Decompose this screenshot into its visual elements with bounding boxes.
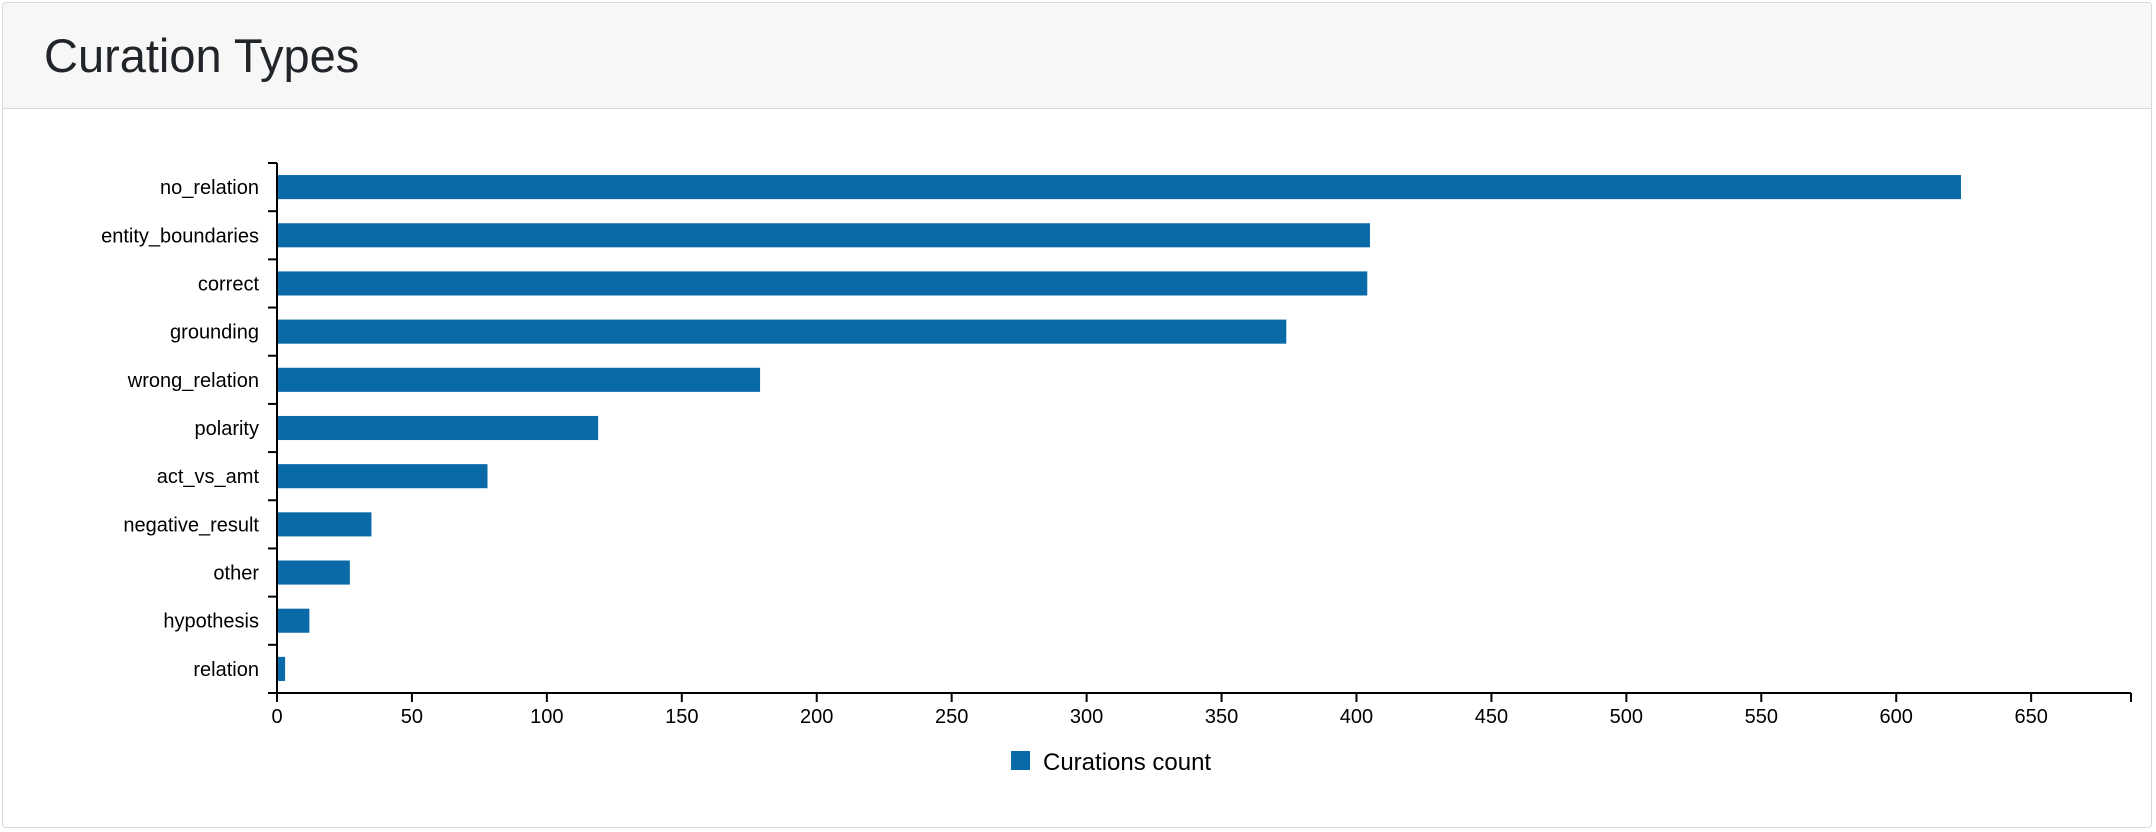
y-tick-label: wrong_relation bbox=[127, 370, 259, 392]
x-tick-label: 650 bbox=[2014, 706, 2047, 728]
bar-act-vs-amt[interactable] bbox=[277, 464, 488, 489]
x-tick-label: 550 bbox=[1745, 706, 1778, 728]
bar-relation[interactable] bbox=[277, 656, 286, 681]
y-tick-label: correct bbox=[198, 273, 260, 295]
x-tick-label: 350 bbox=[1205, 706, 1238, 728]
legend-label[interactable]: Curations count bbox=[1043, 749, 1211, 776]
y-tick-label: no_relation bbox=[160, 177, 259, 199]
card-header: Curation Types bbox=[3, 3, 2151, 109]
y-tick-label: hypothesis bbox=[163, 611, 259, 633]
x-tick-label: 300 bbox=[1070, 706, 1103, 728]
x-tick-label: 100 bbox=[530, 706, 563, 728]
x-tick-label: 250 bbox=[935, 706, 968, 728]
x-tick-label: 400 bbox=[1340, 706, 1373, 728]
x-tick-label: 50 bbox=[401, 706, 423, 728]
x-tick-label: 450 bbox=[1475, 706, 1508, 728]
bar-negative-result[interactable] bbox=[277, 512, 372, 537]
x-tick-label: 0 bbox=[271, 706, 282, 728]
x-tick-label: 600 bbox=[1880, 706, 1913, 728]
y-tick-label: entity_boundaries bbox=[101, 225, 259, 247]
y-tick-label: grounding bbox=[170, 322, 259, 344]
page-title: Curation Types bbox=[44, 29, 360, 82]
y-tick-label: other bbox=[213, 563, 259, 585]
bar-wrong-relation[interactable] bbox=[277, 367, 761, 392]
y-tick-label: polarity bbox=[195, 418, 259, 440]
x-tick-label: 200 bbox=[800, 706, 833, 728]
bar-polarity[interactable] bbox=[277, 415, 599, 441]
bar-other[interactable] bbox=[277, 560, 350, 585]
bar-grounding[interactable] bbox=[277, 319, 1287, 344]
y-tick-label: act_vs_amt bbox=[157, 466, 260, 488]
y-tick-label: relation bbox=[193, 659, 259, 681]
bar-correct[interactable] bbox=[277, 271, 1368, 296]
x-axis: 0 50 100 150 200 250 300 350 400 450 500 550 600 650 bbox=[271, 692, 2132, 728]
legend[interactable]: Curations count bbox=[1011, 749, 1211, 776]
bar-hypothesis[interactable] bbox=[277, 608, 310, 633]
bar-no-relation[interactable] bbox=[277, 175, 1961, 200]
legend-swatch[interactable] bbox=[1011, 751, 1030, 770]
bar-entity-boundaries[interactable] bbox=[277, 223, 1370, 248]
bars-group bbox=[277, 175, 1961, 681]
x-tick-label: 500 bbox=[1610, 706, 1643, 728]
x-tick-label: 150 bbox=[665, 706, 698, 728]
y-tick-label: negative_result bbox=[123, 514, 259, 536]
